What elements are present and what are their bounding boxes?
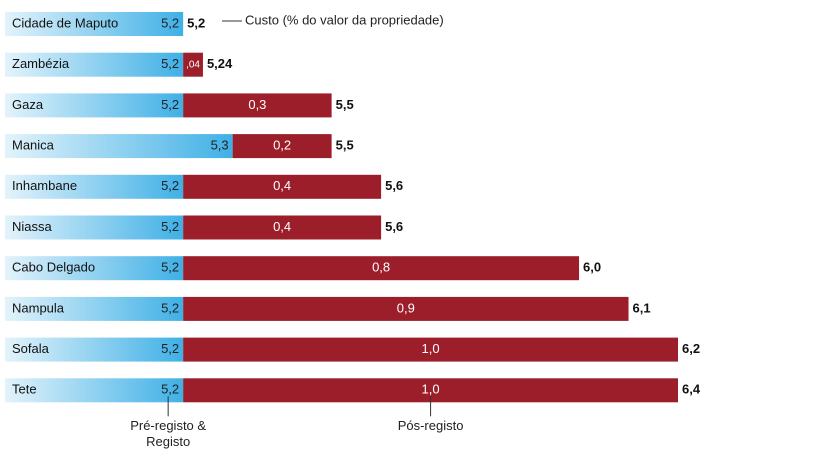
bar-pre — [5, 174, 184, 199]
bar-pre — [5, 337, 184, 362]
bar-post — [183, 296, 629, 321]
post-value-label: ,04 — [186, 59, 200, 70]
category-label: Gaza — [12, 97, 44, 112]
post-value-label: 0,8 — [372, 260, 390, 275]
category-label: Manica — [12, 138, 55, 153]
total-label: 5,5 — [336, 138, 354, 153]
bar-pre — [5, 378, 184, 403]
bar-post — [183, 93, 332, 118]
bar-pre — [5, 134, 233, 159]
post-value-label: 0,4 — [273, 219, 291, 234]
bar-post — [183, 174, 382, 199]
bar-pre — [5, 52, 184, 77]
category-label: Sofala — [12, 341, 50, 356]
pre-value-label: 5,2 — [161, 219, 179, 234]
pre-value-label: 5,2 — [161, 178, 179, 193]
bar-pre — [5, 12, 184, 36]
total-label: 5,6 — [385, 219, 403, 234]
pre-value-label: 5,3 — [211, 138, 229, 153]
total-label: 5,24 — [207, 56, 233, 71]
total-label: 6,1 — [633, 300, 651, 315]
category-label: Cidade de Maputo — [12, 15, 118, 30]
bar-pre — [5, 296, 184, 321]
category-label: Cabo Delgado — [12, 260, 95, 275]
pre-value-label: 5,2 — [161, 15, 179, 30]
category-label: Tete — [12, 382, 37, 397]
pre-value-label: 5,2 — [161, 97, 179, 112]
total-label: 6,4 — [682, 382, 701, 397]
annotation: Custo (% do valor da propriedade) — [245, 12, 444, 27]
bar-post — [232, 134, 332, 159]
bar-post — [183, 337, 679, 362]
bar-pre — [5, 93, 184, 118]
series-name: Pré-registo & Registo — [130, 418, 207, 450]
pre-value-label: 5,2 — [161, 341, 179, 356]
bar-pre — [5, 215, 184, 240]
bar-pre — [5, 256, 184, 281]
total-label: 6,0 — [583, 260, 601, 275]
total-label: 6,2 — [682, 341, 700, 356]
total-label: 5,5 — [336, 97, 354, 112]
series-name: Pós-registo — [397, 418, 464, 434]
post-value-label: 0,4 — [273, 178, 291, 193]
category-label: Nampula — [12, 300, 65, 315]
bar-post — [183, 215, 382, 240]
post-value-label: 0,9 — [397, 300, 415, 315]
pre-value-label: 5,2 — [161, 382, 179, 397]
post-value-label: 1,0 — [422, 382, 440, 397]
total-label: 5,2 — [187, 15, 205, 30]
pre-value-label: 5,2 — [161, 56, 179, 71]
post-value-label: 0,3 — [248, 97, 266, 112]
bar-post — [183, 52, 203, 77]
bar-post — [183, 256, 580, 281]
post-value-label: 1,0 — [422, 341, 440, 356]
category-label: Niassa — [12, 219, 53, 234]
pre-value-label: 5,2 — [161, 300, 179, 315]
total-label: 5,6 — [385, 178, 403, 193]
post-value-label: 0,2 — [273, 138, 291, 153]
category-label: Zambézia — [12, 56, 70, 71]
category-label: Inhambane — [12, 178, 77, 193]
pre-value-label: 5,2 — [161, 260, 179, 275]
